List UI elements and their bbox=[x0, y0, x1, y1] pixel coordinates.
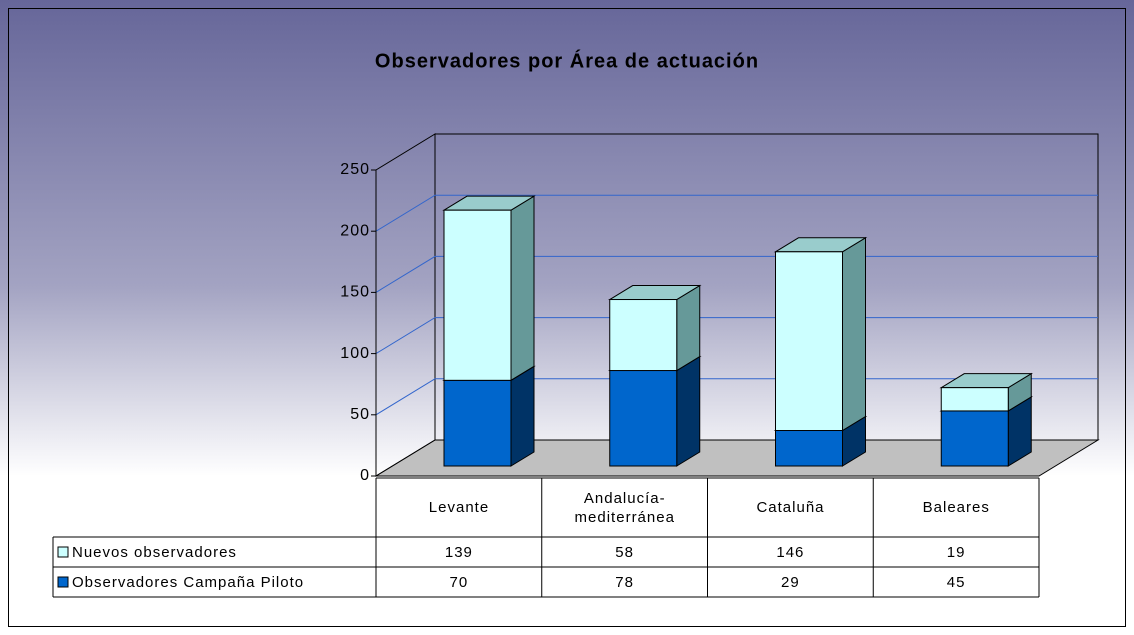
category-label: Baleares bbox=[922, 499, 990, 516]
bar-segment bbox=[607, 284, 702, 372]
bar-front bbox=[775, 251, 843, 432]
category-label: Levante bbox=[428, 499, 490, 516]
bar-front bbox=[775, 430, 843, 467]
table-value: 70 bbox=[450, 574, 469, 591]
category-label: Cataluña bbox=[756, 499, 825, 516]
frame bbox=[8, 8, 1126, 627]
grid-line bbox=[375, 194, 1098, 232]
back-wall bbox=[434, 133, 1099, 441]
bar-segment bbox=[939, 396, 1034, 467]
table-value: 146 bbox=[776, 544, 804, 561]
table-value: 45 bbox=[947, 574, 966, 591]
bar-side bbox=[676, 355, 701, 467]
bar-front bbox=[609, 299, 678, 372]
bar-side bbox=[510, 195, 535, 382]
bar-front bbox=[443, 209, 512, 381]
bar-segment bbox=[442, 365, 536, 467]
bar-side bbox=[510, 365, 535, 467]
bar-front bbox=[609, 370, 678, 467]
grid-line bbox=[375, 317, 1098, 355]
bar-front bbox=[443, 379, 512, 467]
y-tick-label: 150 bbox=[340, 284, 370, 301]
table-value: 58 bbox=[615, 544, 634, 561]
bar-front bbox=[940, 387, 1009, 412]
legend-key bbox=[57, 576, 69, 588]
legend-label: Nuevos observadores bbox=[72, 544, 237, 561]
category-label: Andalucía-mediterránea bbox=[574, 489, 675, 526]
y-tick-label: 250 bbox=[340, 161, 370, 178]
bar-side bbox=[842, 236, 866, 432]
bar-front bbox=[940, 410, 1009, 467]
legend-key bbox=[57, 546, 69, 558]
table-value: 29 bbox=[781, 574, 800, 591]
y-tick-label: 100 bbox=[340, 345, 370, 362]
bar-segment bbox=[442, 195, 536, 382]
y-tick-label: 200 bbox=[340, 222, 370, 239]
bar-side bbox=[676, 284, 701, 372]
legend-label: Observadores Campaña Piloto bbox=[72, 574, 304, 591]
grid-line bbox=[375, 378, 1098, 416]
table-value: 78 bbox=[615, 574, 634, 591]
y-tick-label: 0 bbox=[360, 467, 370, 484]
table-value: 19 bbox=[947, 544, 966, 561]
y-tick-label: 50 bbox=[350, 406, 370, 423]
chart-title: Observadores por Área de actuación bbox=[375, 49, 759, 72]
table-value: 139 bbox=[445, 544, 473, 561]
bar-segment bbox=[607, 355, 702, 467]
side-wall bbox=[375, 133, 436, 477]
bar-segment bbox=[773, 236, 868, 432]
grid-line bbox=[375, 255, 1098, 293]
bar-segment bbox=[939, 372, 1034, 412]
